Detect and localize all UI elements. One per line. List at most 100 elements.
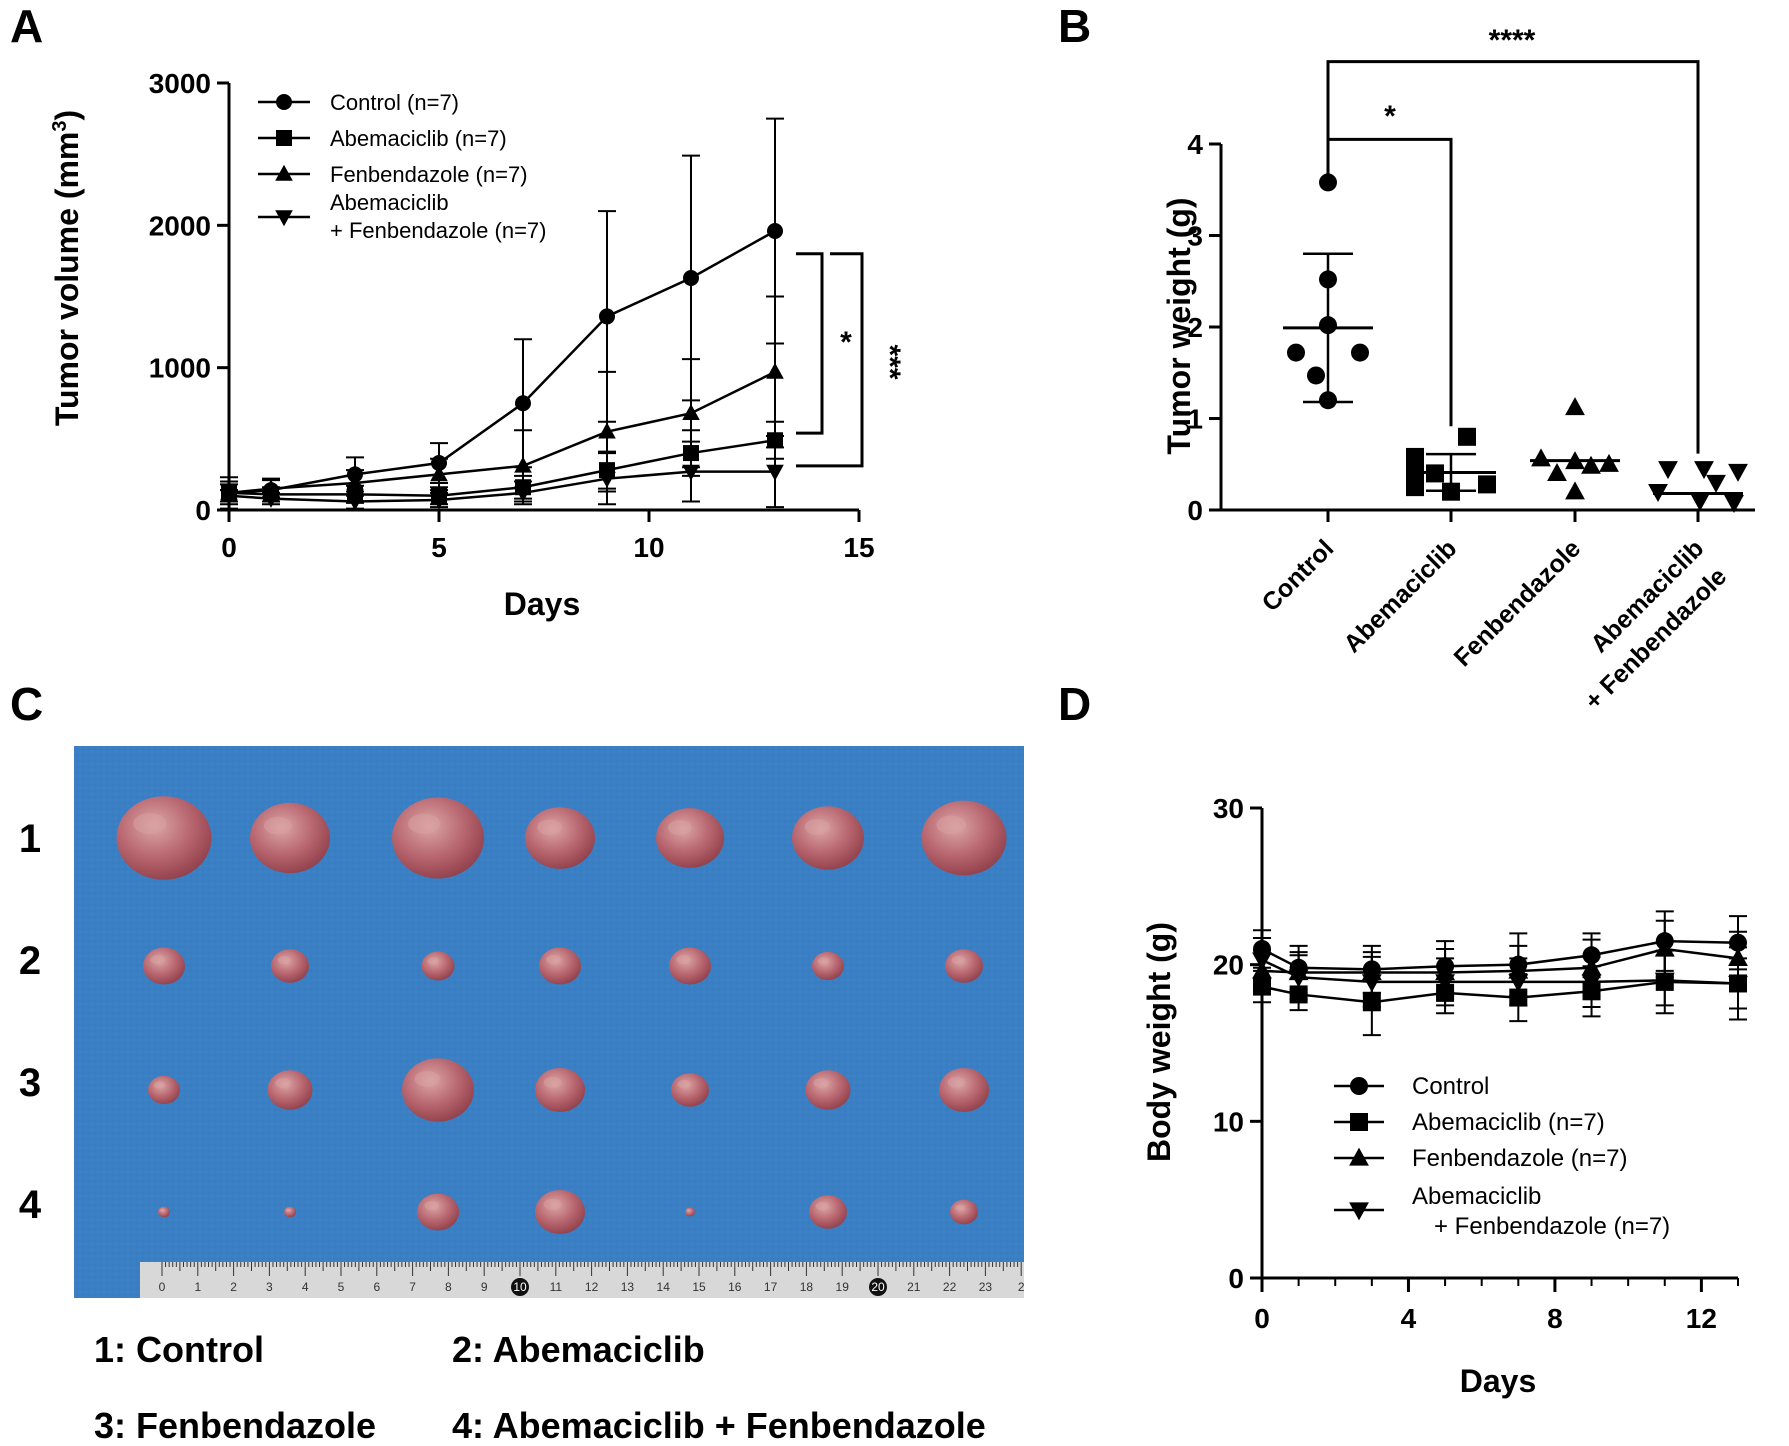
panel-d-xtick-label: 4 <box>1401 1303 1417 1334</box>
photo-caption-3: 3: Fenbendazole <box>94 1405 376 1446</box>
tumor-sample <box>116 796 212 880</box>
ruler-number: 1 <box>194 1280 201 1294</box>
tumor-sample <box>950 1199 978 1225</box>
ruler-number: 2 <box>230 1280 237 1294</box>
panel-b-bracket-2 <box>1326 60 1700 454</box>
panel-d-xtick-label: 8 <box>1547 1303 1563 1334</box>
panel-a-data-point <box>598 422 616 439</box>
panel-a-legend-fenbendazole: Fenbendazole (n=7) <box>330 162 528 187</box>
panel-a-legend: Control (n=7) Abemaciclib (n=7) Fenbenda… <box>258 90 547 243</box>
panel-a-legend-marker <box>276 130 292 146</box>
panel-b-data-point <box>1728 463 1748 482</box>
panel-b-ytick-label: 0 <box>1187 495 1203 526</box>
photo-caption-1: 1: Control <box>94 1329 264 1370</box>
panel-b-ytick-label: 1 <box>1187 404 1203 435</box>
panel-a-legend-control: Control (n=7) <box>330 90 459 115</box>
panel-d-data-point <box>1728 975 1748 994</box>
panel-a-data-point <box>346 473 364 490</box>
tumor-highlight <box>676 954 692 965</box>
ruler-number: 23 <box>979 1280 993 1294</box>
tumor-sample <box>685 1207 695 1217</box>
tumor-sample <box>805 1070 851 1110</box>
panel-d-xtick-label: 0 <box>1254 1303 1270 1334</box>
tumor-sample <box>921 800 1007 876</box>
tumor-highlight <box>427 957 439 965</box>
ruler-number: 11 <box>550 1280 563 1294</box>
panel-a-series-line <box>228 439 776 498</box>
ruler-number: 13 <box>621 1280 635 1294</box>
ruler-number: 20 <box>871 1280 885 1294</box>
ruler-number: 5 <box>338 1280 345 1294</box>
panel-a-data-point <box>682 404 700 421</box>
panel-a-tumor-volume-chart: Tumor volume (mm3) Days 0 1000 2000 3000 0 5 1… <box>49 68 906 622</box>
panel-a-data-point <box>767 223 783 240</box>
panel-a-ytick-label: 2000 <box>149 210 211 241</box>
panel-b-data-point <box>1690 493 1710 512</box>
panel-b-data-point <box>1581 455 1601 474</box>
tumor-sample <box>671 1073 709 1107</box>
ruler-number: 22 <box>943 1280 957 1294</box>
panel-b-data-point <box>1565 397 1585 416</box>
panel-b-data-point <box>1599 453 1619 472</box>
tumor-highlight <box>153 1081 165 1089</box>
tumor-sample <box>525 807 595 869</box>
panel-a-data-point <box>515 395 531 412</box>
ruler-number: 10 <box>513 1280 527 1294</box>
panel-a-legend-marker <box>276 94 292 110</box>
panel-d-legend-marker <box>1349 1202 1369 1221</box>
panel-a-sig-star-3: *** <box>873 344 906 379</box>
tumor-highlight <box>160 1208 165 1212</box>
panel-b-sig-star-1: * <box>1384 100 1396 133</box>
panel-a-data-point <box>682 464 700 481</box>
panel-a-data-point <box>262 479 280 496</box>
tumor-sample <box>271 949 309 983</box>
panel-d-legend-marker <box>1350 1113 1368 1131</box>
tumor-highlight <box>677 1079 691 1089</box>
panel-d-legend: Control Abemaciclib (n=7) Fenbendazole (… <box>1334 1073 1670 1240</box>
panel-d-data-point <box>1288 969 1309 988</box>
tumor-highlight <box>277 955 291 965</box>
ruler-number: 19 <box>836 1280 850 1294</box>
ruler-number-badge <box>869 1278 887 1296</box>
panel-a-data-point <box>599 308 615 325</box>
ruler-number: 3 <box>266 1280 273 1294</box>
panel-d-ytick-label: 0 <box>1228 1263 1244 1294</box>
panel-d-legend-marker <box>1349 1147 1369 1166</box>
panel-b-cat-control: Control <box>1257 534 1340 617</box>
panel-a-xtick-label: 5 <box>431 532 447 563</box>
panel-a-data-point <box>514 456 532 473</box>
ruler-number-badge <box>511 1278 529 1296</box>
panel-a-legend-marker <box>275 210 293 227</box>
panel-a-bracket-2 <box>796 252 864 468</box>
panel-a-legend-combo-line2: + Fenbendazole (n=7) <box>330 218 547 243</box>
tumor-sample <box>421 951 455 981</box>
panel-b-data-point <box>1706 474 1726 493</box>
tumor-highlight <box>543 1076 562 1088</box>
tumor-sample <box>812 951 844 981</box>
photo-caption-4: 4: Abemaciclib + Fenbendazole <box>452 1405 986 1446</box>
panel-a-ylabel-sup: 3 <box>49 120 71 131</box>
photo-row-label-4: 4 <box>19 1183 42 1227</box>
panel-d-ytick-label: 20 <box>1213 950 1244 981</box>
panel-b-tumor-weight-chart: Tumor weight (g) 0 1 2 3 4 * **** Control Ab… <box>1161 24 1755 715</box>
panel-b-data-point <box>1658 461 1678 480</box>
tumor-sample <box>143 947 185 985</box>
tumor-highlight <box>424 1200 440 1211</box>
tumor-sample <box>539 947 581 985</box>
panel-b-data-point <box>1565 481 1585 500</box>
panel-a-data-point <box>430 465 448 482</box>
ruler-number: 14 <box>657 1280 671 1294</box>
tumor-sample <box>392 797 484 879</box>
panel-a-sig-star-1: * <box>840 326 852 359</box>
photo-caption-2: 2: Abemaciclib <box>452 1329 705 1370</box>
panel-d-data-point <box>1654 972 1675 991</box>
panel-a-ylabel: Tumor volume (mm3) <box>49 110 85 426</box>
panel-b-data-point <box>1307 366 1325 385</box>
panel-d-legend-combo-line2: + Fenbendazole (n=7) <box>1434 1213 1670 1240</box>
panel-letter-c: C <box>10 678 43 730</box>
photo-row-label-2: 2 <box>19 939 41 983</box>
ruler-number: 18 <box>800 1280 814 1294</box>
tumor-highlight <box>951 955 965 965</box>
panel-a-data-point <box>346 494 364 511</box>
panel-b-data-point <box>1406 478 1424 497</box>
